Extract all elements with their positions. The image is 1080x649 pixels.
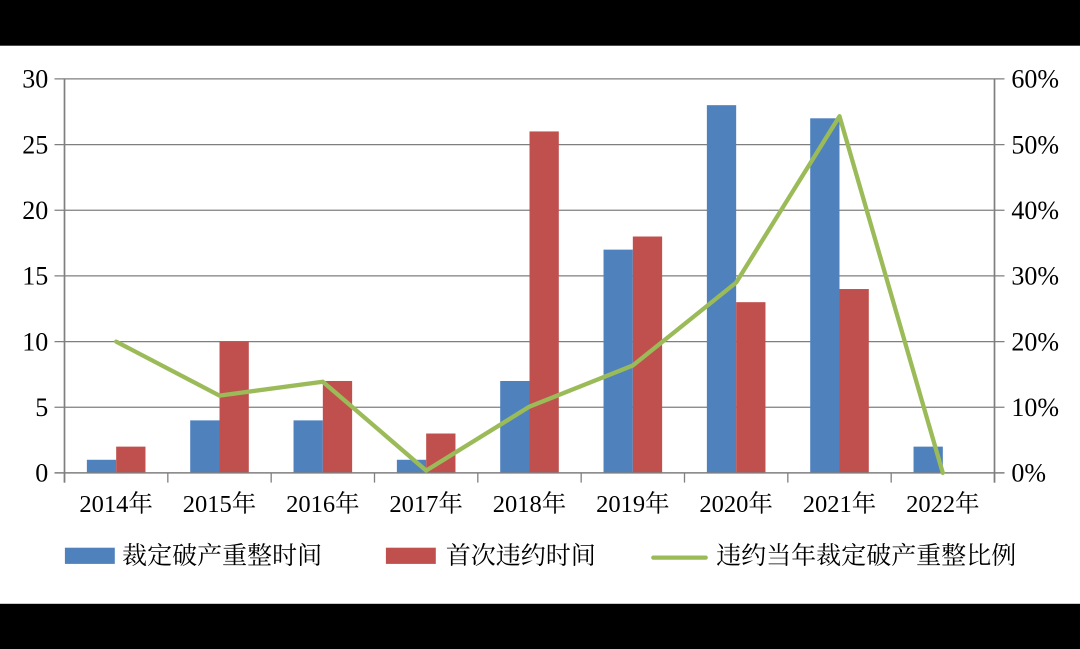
svg-text:2015: 2015 — [183, 491, 232, 518]
svg-text:25: 25 — [22, 130, 48, 159]
svg-text:30: 30 — [22, 65, 48, 94]
svg-text:50%: 50% — [1011, 130, 1059, 159]
svg-text:10%: 10% — [1011, 393, 1059, 422]
svg-text:2018: 2018 — [493, 491, 542, 518]
svg-text:30%: 30% — [1011, 262, 1059, 291]
svg-text:2014: 2014 — [79, 491, 128, 518]
svg-text:2020: 2020 — [699, 491, 748, 518]
svg-text:10: 10 — [22, 327, 48, 356]
svg-text:2019: 2019 — [596, 491, 645, 518]
svg-text:2022: 2022 — [906, 491, 955, 518]
svg-text:2016: 2016 — [286, 491, 335, 518]
svg-text:20: 20 — [22, 196, 48, 225]
svg-text:40%: 40% — [1011, 196, 1059, 225]
svg-text:5: 5 — [35, 393, 48, 422]
svg-text:20%: 20% — [1011, 327, 1059, 356]
svg-text:15: 15 — [22, 262, 48, 291]
svg-text:60%: 60% — [1011, 65, 1059, 94]
svg-text:2017: 2017 — [389, 491, 438, 518]
svg-text:0%: 0% — [1011, 459, 1046, 488]
svg-text:0: 0 — [35, 459, 48, 488]
svg-text:2021: 2021 — [803, 491, 852, 518]
